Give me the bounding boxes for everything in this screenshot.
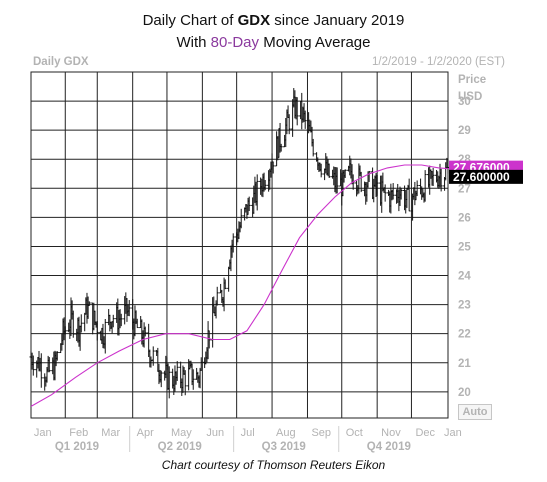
price-bar (287, 114, 291, 135)
price-bar (295, 97, 299, 126)
price-bar (31, 355, 35, 376)
x-tick-label: Oct (346, 427, 363, 439)
price-bar (215, 286, 219, 306)
y-tick-label: 25 (458, 241, 471, 253)
price-bar (231, 233, 235, 253)
price-value-label: 27.600000 (453, 170, 510, 184)
date-range-label: 1/2/2019 - 1/2/2020 (EST) (372, 56, 505, 68)
price-bar (343, 169, 347, 178)
price-bar (127, 300, 131, 317)
price-bar (399, 187, 403, 200)
x-tick-label: Mar (101, 427, 120, 439)
price-bar (159, 370, 163, 388)
price-bar (431, 167, 435, 187)
price-bar (335, 167, 339, 194)
axis-unit-currency: USD (458, 91, 483, 103)
price-bar (263, 180, 267, 191)
price-bar (279, 143, 283, 152)
price-bar (239, 208, 243, 229)
price-bar (191, 369, 195, 390)
price-bar (63, 326, 67, 335)
y-tick-label: 27 (458, 183, 471, 195)
plot-frame (30, 71, 449, 419)
moving-average-line (30, 164, 449, 407)
y-tick-label: 22 (458, 329, 471, 341)
x-tick-label: Nov (381, 427, 401, 439)
x-tick-label: Aug (276, 427, 296, 439)
price-bar (303, 110, 307, 129)
price-bar (439, 168, 443, 192)
price-bar (39, 353, 43, 388)
price-bar (255, 174, 259, 211)
chart-title-line1: Daily Chart of GDX since January 2019 (142, 12, 405, 29)
chart-title-line2: With 80-Day Moving Average (176, 34, 371, 51)
price-bar (79, 314, 83, 333)
price-bar (143, 326, 147, 337)
price-bar (47, 357, 51, 373)
y-tick-label: 21 (458, 358, 471, 370)
price-value-tag (449, 169, 523, 184)
price-bar (167, 366, 171, 399)
y-tick-label: 30 (458, 96, 471, 108)
auto-scale-button[interactable]: Auto (458, 404, 492, 420)
y-tick-label: 23 (458, 300, 471, 312)
chart-credit: Chart courtesy of Thomson Reuters Eikon (161, 458, 386, 472)
price-bar (135, 318, 139, 329)
price-bar (111, 314, 115, 328)
price-bar (119, 313, 123, 327)
price-bar (247, 196, 251, 212)
price-bar (103, 319, 107, 354)
price-bar (319, 163, 323, 178)
price-bar (207, 330, 211, 349)
x-tick-label: Jan (34, 427, 52, 439)
price-bar (71, 310, 75, 338)
x-tick-label: Sep (311, 427, 331, 439)
price-bar (271, 161, 275, 174)
y-tick-label: 24 (458, 271, 471, 283)
x-tick-label: Jun (206, 427, 224, 439)
price-bar (407, 178, 411, 212)
price-bar (359, 171, 363, 193)
price-bar (223, 279, 227, 290)
x-tick-label: Jan (444, 427, 462, 439)
quarter-label: Q2 2019 (158, 441, 202, 453)
x-tick-label: May (171, 427, 192, 439)
x-tick-label: Apr (137, 427, 154, 439)
price-bar (87, 301, 91, 306)
axis-unit-price: Price (458, 74, 487, 86)
y-tick-label: 26 (458, 212, 471, 224)
quarter-label: Q3 2019 (262, 441, 306, 453)
price-bar (55, 351, 59, 361)
price-bar (415, 180, 419, 197)
price-bar (95, 321, 99, 341)
price-bar (175, 361, 179, 381)
price-bar (199, 357, 203, 372)
y-tick-label: 29 (458, 125, 471, 137)
quarter-label: Q4 2019 (367, 441, 411, 453)
price-bar (391, 183, 395, 200)
x-tick-label: Dec (415, 427, 435, 439)
x-tick-label: Feb (69, 427, 88, 439)
price-bar (423, 170, 427, 202)
price-bar (311, 138, 315, 157)
price-bar (327, 163, 331, 178)
price-bar (375, 174, 379, 196)
y-tick-label: 20 (458, 387, 471, 399)
quarter-label: Q1 2019 (55, 441, 99, 453)
price-bar (183, 370, 187, 396)
x-tick-label: Jul (241, 427, 255, 439)
moving-average-period: 80-Day (210, 34, 260, 51)
price-bar (383, 184, 387, 202)
instrument-label: Daily GDX (33, 56, 89, 68)
price-bar (151, 346, 155, 366)
ticker-symbol: GDX (237, 12, 271, 29)
